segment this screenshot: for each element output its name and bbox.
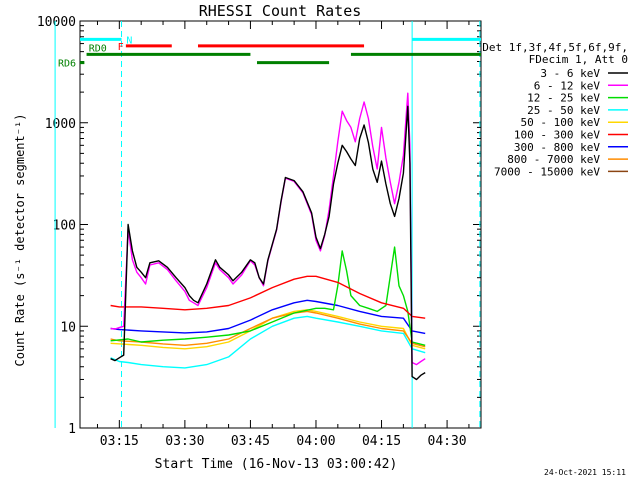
state-label-rd6: RD6 <box>58 59 76 70</box>
y-tick-label: 1 <box>68 422 76 437</box>
legend-label: 300 - 800 keV <box>514 141 600 154</box>
state-label-rd0: RD0 <box>89 43 107 54</box>
state-label-n: N <box>126 35 132 46</box>
legend: Det 1f,3f,4f,5f,6f,9f, FDecim 1, Att 0 3… <box>482 41 628 178</box>
legend-label: 100 - 300 keV <box>514 129 600 142</box>
y-tick-label: 1000 <box>45 117 76 132</box>
series-line-25-50-kev <box>110 315 426 369</box>
series-line-100-300-kev <box>110 275 426 319</box>
x-tick-label: 04:00 <box>296 434 335 449</box>
x-tick-label: 04:15 <box>362 434 401 449</box>
y-tick-label: 100 <box>53 219 76 234</box>
y-tick-label: 10000 <box>37 15 76 30</box>
series-line-12-25-kev <box>110 246 426 346</box>
legend-header-line-1: Det 1f,3f,4f,5f,6f,9f, <box>482 41 628 54</box>
legend-header-line-2: FDecim 1, Att 0 <box>529 53 628 66</box>
y-axis-label: Count Rate (s⁻¹ detector segment⁻¹) <box>13 114 27 367</box>
x-tick-label: 03:15 <box>100 434 139 449</box>
x-tick-label: 03:45 <box>231 434 270 449</box>
date-stamp: 24-Oct-2021 15:11 <box>544 468 626 477</box>
legend-label: 12 - 25 keV <box>527 92 600 105</box>
x-axis-label: Start Time (16-Nov-13 03:00:42) <box>155 457 398 472</box>
series-line-50-100-kev <box>110 309 426 350</box>
series-line-300-800-kev <box>110 299 426 335</box>
state-label-f: F <box>118 42 124 53</box>
plot-frame <box>79 20 482 429</box>
legend-label: 7000 - 15000 keV <box>494 165 600 178</box>
legend-label: 50 - 100 keV <box>521 116 601 129</box>
legend-label: 800 - 7000 keV <box>507 153 600 166</box>
legend-label: 3 - 6 keV <box>540 67 600 80</box>
plot-area: 1 10 100 1000 10000 03:15 03:30 03:45 04:00 04:15… <box>37 15 482 449</box>
series-line-800-7000-kev <box>110 310 426 348</box>
x-tick-label: 04:30 <box>428 434 467 449</box>
legend-label: 25 - 50 keV <box>527 104 600 117</box>
y-tick-label: 10 <box>60 320 76 335</box>
chart-title: RHESSI Count Rates <box>199 2 362 20</box>
legend-label: 6 - 12 keV <box>534 79 601 92</box>
x-tick-label: 03:30 <box>165 434 204 449</box>
series-line-3-6-kev <box>110 105 426 381</box>
